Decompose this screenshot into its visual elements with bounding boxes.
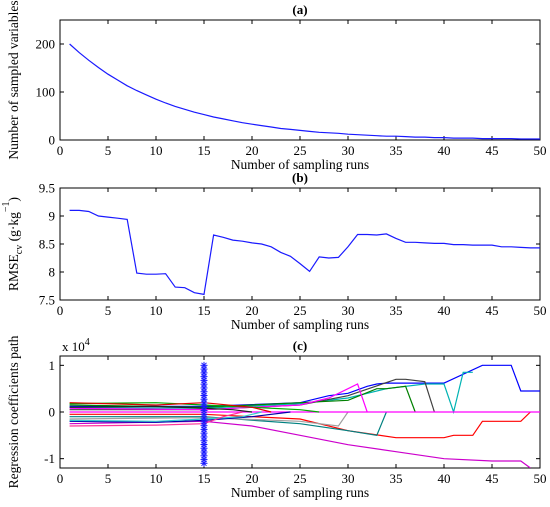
x-tick-label: 45 [486, 143, 499, 158]
x-tick-label: 5 [105, 143, 112, 158]
series-group [69, 364, 540, 468]
x-tick-label: 40 [438, 303, 451, 318]
x-tick-label: 20 [246, 303, 259, 318]
x-tick-label: 15 [198, 143, 211, 158]
x-tick-label: 30 [342, 143, 355, 158]
y-axis-label-exp: −1 [1, 202, 12, 213]
y-tick-label: 7.5 [39, 293, 55, 308]
series-line-9 [69, 411, 349, 427]
y-tick-label: 8 [49, 265, 56, 280]
y-tick-label: 9.5 [39, 181, 55, 196]
x-tick-label: 0 [57, 471, 64, 486]
x-axis-label: Number of sampling runs [231, 317, 369, 332]
x-tick-label: 50 [534, 471, 547, 486]
series-line-7 [69, 420, 531, 468]
x-tick-label: 15 [198, 471, 211, 486]
y-axis-label-sub: cv [14, 245, 25, 254]
y-scale-label: x 104 [62, 337, 90, 354]
y-tick-label: 0 [49, 405, 56, 420]
y-tick-label: 9 [49, 209, 56, 224]
x-tick-label: 20 [246, 471, 259, 486]
series-group [69, 43, 540, 140]
x-tick-label: 40 [438, 143, 451, 158]
x-tick-label: 5 [105, 303, 112, 318]
x-tick-label: 35 [390, 143, 403, 158]
x-tick-label: 25 [294, 471, 307, 486]
x-tick-label: 10 [150, 143, 163, 158]
y-scale-base: x 10 [62, 339, 85, 354]
x-tick-label: 35 [390, 471, 403, 486]
x-tick-label: 30 [342, 471, 355, 486]
y-axis-label: RMSEcv (g·kg−1) [1, 197, 25, 291]
chart-title: (c) [293, 338, 307, 353]
x-tick-label: 10 [150, 471, 163, 486]
x-tick-label: 50 [534, 143, 547, 158]
x-tick-label: 0 [57, 143, 64, 158]
x-tick-label: 20 [246, 143, 259, 158]
series-line-4 [69, 385, 416, 413]
x-tick-label: 40 [438, 471, 451, 486]
y-tick-label: 0 [49, 133, 56, 148]
series-line-1 [69, 43, 540, 140]
y-axis-label-unit: (g·kg [6, 212, 21, 245]
chart-panel-1: (a) 0 5 10 15 20 25 30 35 40 45 50 0 100 200 Number of … [6, 0, 547, 172]
x-tick-label: 50 [534, 303, 547, 318]
series-line-1 [69, 209, 540, 296]
x-tick-label: 30 [342, 303, 355, 318]
x-axis-label: Number of sampling runs [231, 157, 369, 172]
chart-title: (a) [292, 2, 307, 17]
series-line-1 [69, 364, 540, 407]
chart-title: (b) [292, 170, 308, 185]
y-axis-label-main: RMSE [6, 254, 21, 291]
optimal-run-marker [200, 361, 208, 369]
y-axis-label: Regression coefficients path [6, 335, 21, 488]
x-tick-label: 45 [486, 303, 499, 318]
x-tick-label: 45 [486, 471, 499, 486]
y-tick-label: 8.5 [39, 237, 55, 252]
x-tick-label: 0 [57, 303, 64, 318]
x-tick-label: 25 [294, 303, 307, 318]
y-tick-label: 1 [49, 358, 56, 373]
x-tick-label: 5 [105, 471, 112, 486]
series-line-11 [69, 402, 320, 413]
plot-frame [59, 19, 541, 141]
x-tick-label: 15 [198, 303, 211, 318]
y-tick-label: -1 [44, 451, 55, 466]
x-axis-label: Number of sampling runs [231, 485, 369, 500]
x-tick-label: 25 [294, 143, 307, 158]
y-axis-label-end: ) [6, 197, 21, 202]
y-tick-label: 200 [36, 37, 56, 52]
series-line-8 [69, 411, 387, 436]
series-group [69, 209, 540, 296]
x-tick-label: 10 [150, 303, 163, 318]
y-axis-label: Number of sampled variables [6, 0, 21, 159]
y-tick-label: 100 [36, 85, 56, 100]
x-tick-label: 35 [390, 303, 403, 318]
series-line-6 [69, 411, 531, 439]
y-scale-exponent: 4 [85, 337, 90, 348]
chart-panel-2: (b) 0 5 10 15 20 25 30 35 40 45 50 7.5 8 8.5 9 9.5 Number… [1, 170, 547, 332]
